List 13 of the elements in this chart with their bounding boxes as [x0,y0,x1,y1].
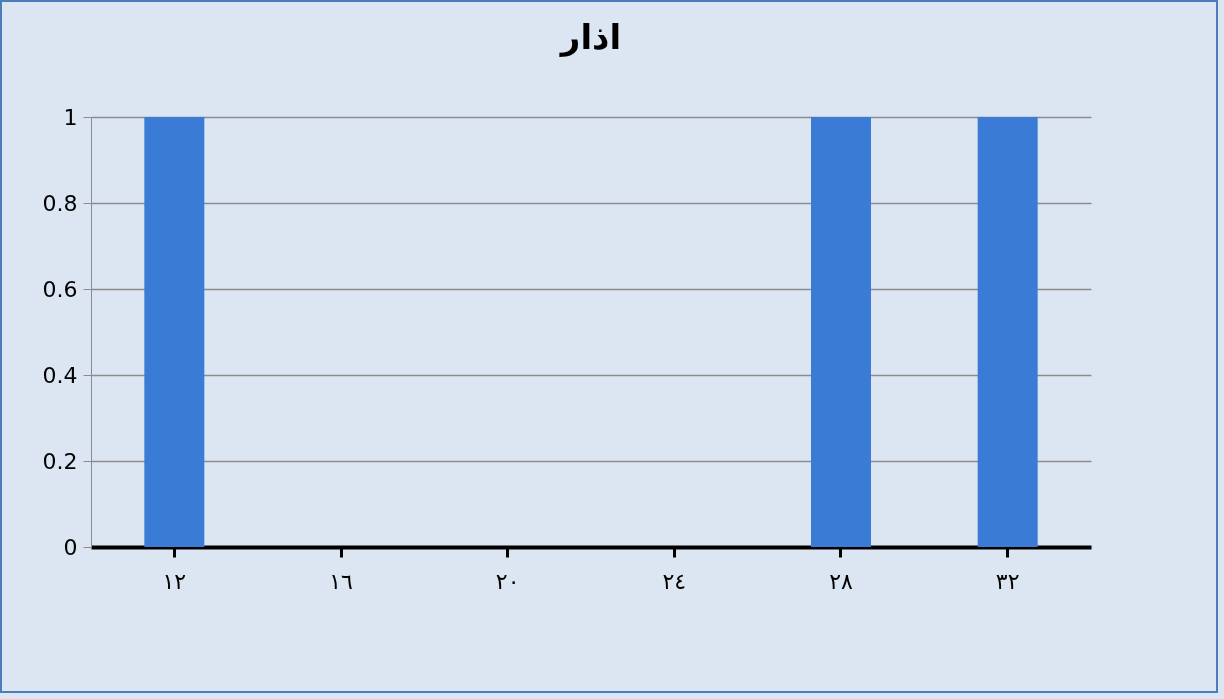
y-tick-label: 0.8 [42,190,78,216]
x-tick-label: ١٢ [162,568,187,594]
x-tick-label: ٢٨ [829,568,853,594]
x-tick-label: ٣٢ [995,568,1020,594]
x-tick-label: ٢٠ [495,568,520,594]
chart-title: اذار [558,17,622,57]
y-tick-label: 1 [63,104,78,130]
x-tick-label: ١٦ [329,568,353,594]
y-tick-label: 0 [63,534,78,560]
x-tick-label: ٢٤ [662,568,687,594]
y-tick-label: 0.4 [42,362,78,388]
y-tick-label: 0.2 [42,448,78,474]
y-tick-label: 0.6 [42,276,78,302]
